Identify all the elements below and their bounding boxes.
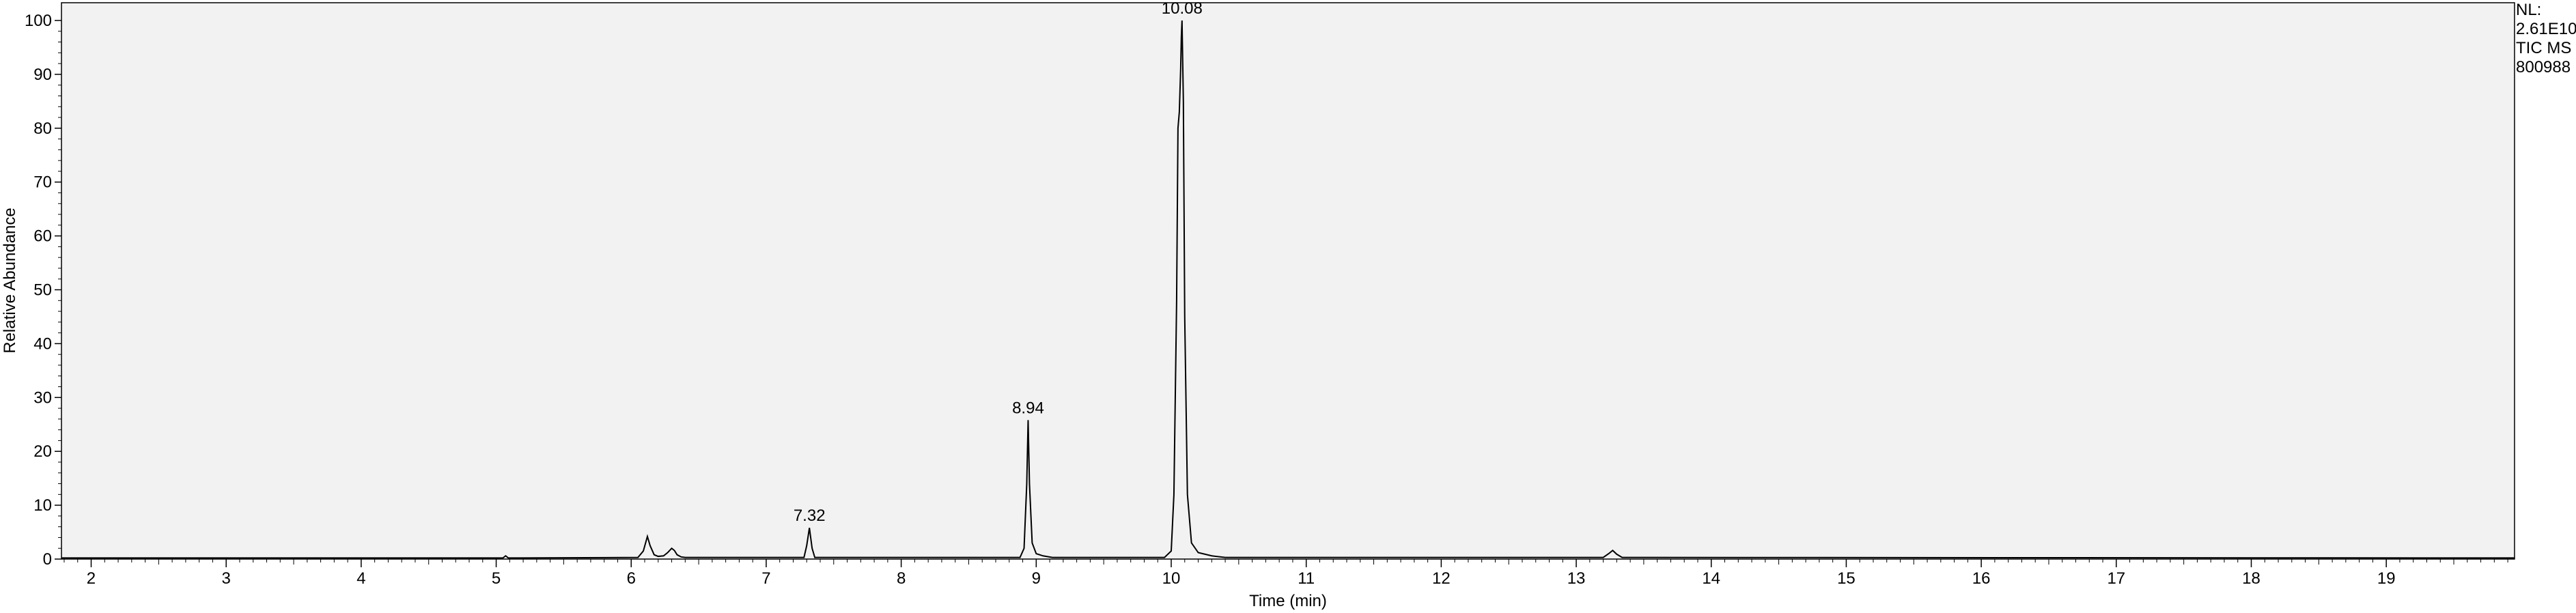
x-tick-label: 7: [761, 569, 770, 588]
nl-line-3: TIC MS: [2516, 39, 2571, 57]
y-tick-label: 0: [43, 550, 52, 569]
x-axis-title: Time (min): [1249, 592, 1327, 610]
y-tick-label: 70: [33, 173, 52, 192]
x-tick-label: 5: [492, 569, 501, 588]
x-tick-label: 16: [1972, 569, 1991, 588]
peak-label: 8.94: [1012, 399, 1044, 417]
y-axis: 0 10 20 30 40 50 60 70 80 90 100: [25, 12, 61, 569]
nl-annotation: NL: 2.61E10 TIC MS 800988: [2516, 1, 2576, 76]
y-tick-label: 40: [33, 334, 52, 353]
y-tick-label: 80: [33, 119, 52, 138]
x-tick-label: 6: [627, 569, 636, 588]
x-tick-label: 13: [1567, 569, 1586, 588]
peak-label: 10.08: [1162, 0, 1203, 18]
x-tick-label: 11: [1298, 569, 1315, 588]
tic-trace: [61, 20, 2515, 559]
plot-area: [61, 2, 2515, 560]
y-tick-label: 30: [33, 388, 52, 407]
x-tick-label: 8: [897, 569, 906, 588]
x-tick-label: 18: [2242, 569, 2260, 588]
y-tick-label: 60: [33, 227, 52, 246]
nl-line-4: 800988: [2516, 58, 2571, 76]
nl-line-2: 2.61E10: [2516, 20, 2576, 38]
x-tick-label: 14: [1702, 569, 1720, 588]
peak-labels: 10.08 8.94 7.32: [794, 0, 1203, 525]
x-tick-label: 10: [1162, 569, 1181, 588]
x-tick-label: 9: [1032, 569, 1041, 588]
x-tick-label: 2: [87, 569, 96, 588]
x-tick-label: 4: [356, 569, 365, 588]
y-tick-label: 10: [33, 496, 52, 515]
x-tick-label: 15: [1837, 569, 1856, 588]
x-tick-label: 12: [1432, 569, 1451, 588]
y-tick-label: 20: [33, 442, 52, 461]
x-tick-label: 3: [222, 569, 231, 588]
x-axis: 2 3 4 5 6 7 8 9 10 11 12 13 14 15 16 17 18 19: [64, 559, 2508, 588]
y-tick-label: 90: [33, 66, 52, 84]
x-tick-label: 19: [2377, 569, 2396, 588]
nl-line-1: NL:: [2516, 1, 2541, 19]
y-axis-title: Relative Abundance: [1, 208, 19, 354]
y-tick-label: 50: [33, 281, 52, 300]
x-tick-label: 17: [2107, 569, 2125, 588]
y-tick-label: 100: [25, 12, 52, 30]
peak-label: 7.32: [794, 507, 826, 525]
